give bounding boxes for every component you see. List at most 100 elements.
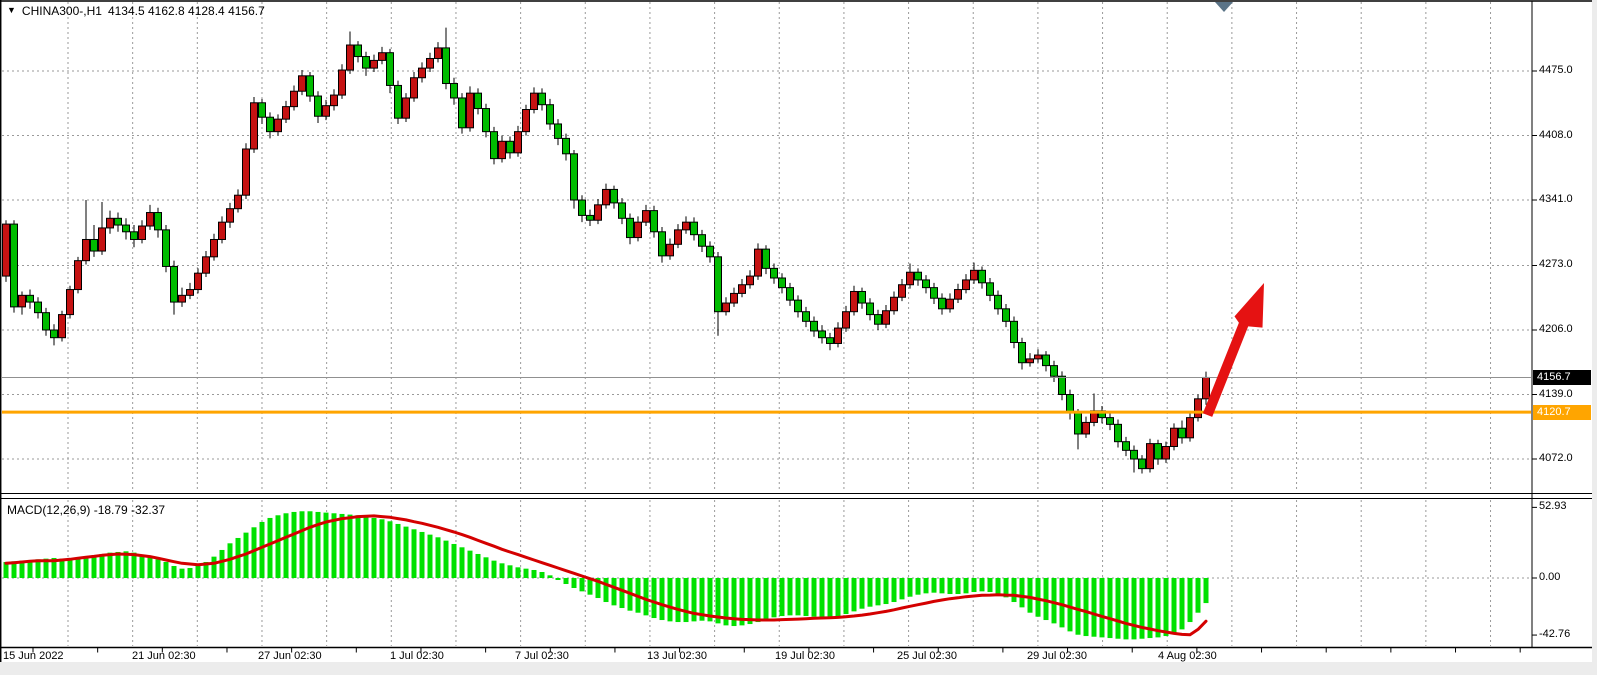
bull-candle-body <box>58 314 66 339</box>
macd-bar <box>267 517 273 578</box>
price-tick-label: 4341.0 <box>1539 193 1573 205</box>
macd-bar <box>971 578 977 593</box>
macd-bar <box>1123 578 1129 640</box>
macd-bar <box>395 523 401 578</box>
macd-bar <box>1203 578 1209 604</box>
bear-candle-body <box>42 312 50 331</box>
macd-bar <box>1019 578 1025 608</box>
time-tick-label: 21 Jun 02:30 <box>132 650 196 662</box>
macd-bar <box>563 578 569 585</box>
macd-bar <box>355 515 361 578</box>
price-tick-label: 4206.0 <box>1539 322 1573 335</box>
bull-candle-body <box>1170 427 1178 447</box>
bull-candle-body <box>1194 398 1202 419</box>
bear-candle-body <box>562 137 570 155</box>
macd-bar <box>1115 578 1121 639</box>
time-tick-label: 1 Jul 02:30 <box>390 650 444 662</box>
macd-bar <box>211 556 217 578</box>
overlay-lines-layer <box>2 376 1531 414</box>
macd-bar <box>483 557 489 578</box>
macd-bar <box>27 559 33 578</box>
macd-bar <box>539 571 545 578</box>
bear-candle-body <box>122 224 130 233</box>
macd-bar <box>795 578 801 616</box>
bear-candle-body <box>802 311 810 322</box>
macd-bar <box>547 575 553 578</box>
bull-candle-body <box>402 97 410 119</box>
macd-bar <box>731 578 737 627</box>
bear-candle-body <box>586 214 594 221</box>
bull-candle-body <box>2 223 10 277</box>
macd-bar <box>459 547 465 578</box>
macd-bar <box>755 578 761 623</box>
bull-candle-body <box>370 59 378 69</box>
bull-candle-body <box>1082 421 1090 435</box>
bear-candle-body <box>1074 412 1082 435</box>
macd-bar <box>123 551 129 578</box>
macd-bar <box>115 551 121 578</box>
macd-bar <box>643 578 649 616</box>
macd-bar <box>859 578 865 609</box>
macd-bar <box>203 561 209 578</box>
macd-bar <box>619 578 625 609</box>
bear-candle-body <box>626 217 634 239</box>
bear-candle-body <box>1066 394 1074 414</box>
bear-candle-body <box>818 330 826 339</box>
bull-candle-body <box>234 194 242 210</box>
bear-candle-body <box>354 44 362 58</box>
trend-arrow[interactable] <box>1202 283 1264 417</box>
bull-candle-body <box>962 279 970 291</box>
bull-candle-body <box>434 47 442 59</box>
macd-bar <box>467 550 473 578</box>
macd-bar <box>147 556 153 578</box>
bear-candle-body <box>826 337 834 344</box>
bear-candle-body <box>1018 342 1026 364</box>
macd-bar <box>1107 578 1113 639</box>
bear-candle-body <box>1002 308 1010 322</box>
macd-bar <box>587 578 593 595</box>
level-price-badge: 4120.7 <box>1533 405 1591 420</box>
macd-bar <box>1091 578 1097 637</box>
bear-candle-body <box>1138 458 1146 470</box>
bull-candle-body <box>298 75 306 92</box>
bear-candle-body <box>650 210 658 233</box>
bull-candle-body <box>842 311 850 329</box>
macd-bar <box>51 557 57 578</box>
bear-candle-body <box>930 287 938 299</box>
bull-candle-body <box>730 292 738 304</box>
bear-candle-body <box>874 314 882 325</box>
macd-bar <box>955 578 961 595</box>
bull-candle-body <box>682 221 690 231</box>
macd-bar <box>387 521 393 578</box>
bull-candle-body <box>338 69 346 96</box>
macd-bar <box>339 513 345 578</box>
macd-bar <box>891 578 897 603</box>
macd-bar <box>851 578 857 612</box>
macd-bar <box>11 561 17 578</box>
chart-shift-marker-icon[interactable] <box>1215 2 1233 12</box>
time-tick-label: 29 Jul 02:30 <box>1027 650 1087 662</box>
bull-candle-body <box>194 272 202 291</box>
macd-indicator-label: MACD(12,26,9) -18.79 -32.37 <box>7 503 166 517</box>
bear-candle-body <box>1058 375 1066 396</box>
bear-candle-body <box>1122 441 1130 451</box>
macd-bar <box>1067 578 1073 632</box>
macd-bar <box>987 578 993 593</box>
symbol-dropdown-icon[interactable]: ▼ <box>7 5 16 15</box>
bull-candle-body <box>738 284 746 294</box>
macd-bar <box>59 558 65 578</box>
bull-candle-body <box>74 260 82 291</box>
bull-candle-body <box>66 289 74 316</box>
macd-bar <box>979 578 985 592</box>
macd-bar <box>907 578 913 597</box>
macd-bar <box>403 526 409 578</box>
macd-bar <box>595 578 601 599</box>
bull-candle-body <box>970 269 978 281</box>
macd-bar <box>195 565 201 578</box>
macd-bar <box>827 578 833 618</box>
macd-bar <box>531 569 537 578</box>
macd-histogram-layer <box>3 511 1209 640</box>
bear-candle-body <box>442 47 450 85</box>
bear-candle-body <box>386 52 394 86</box>
